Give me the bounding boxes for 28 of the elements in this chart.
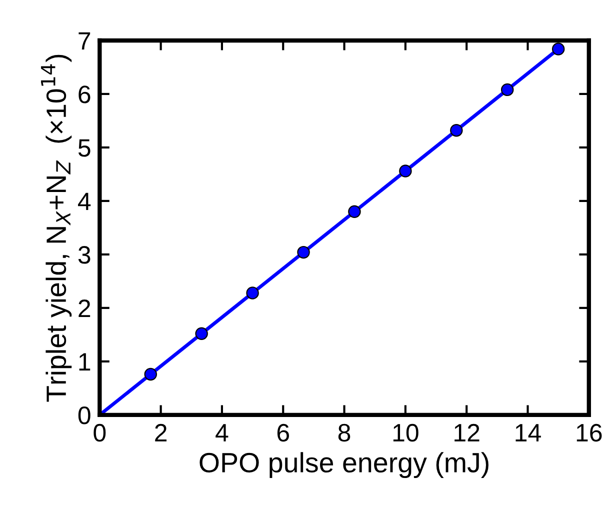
- y-tick-label: 4: [78, 192, 91, 210]
- x-tick-label: 12: [454, 424, 480, 442]
- point: [195, 327, 208, 340]
- x-tick-label: 6: [277, 424, 289, 442]
- x-tick-label: 0: [94, 424, 106, 442]
- y-tick-label: 0: [78, 406, 90, 424]
- x-tick-label: 4: [216, 424, 228, 442]
- y-tick-label: 2: [78, 300, 90, 317]
- x-tick-label: 14: [516, 424, 541, 442]
- point: [399, 164, 412, 178]
- point: [246, 286, 259, 300]
- point: [144, 368, 157, 381]
- y-axis-title: Triplet yield, N$_{X}$+N$_{Z}$ (×10$^{14}$): [41, 54, 72, 402]
- x-tick-label: 16: [576, 424, 602, 442]
- point: [500, 83, 514, 96]
- x-tick-label: 8: [338, 424, 350, 442]
- x-axis-title: OPO pulse energy (mJ): [200, 452, 488, 478]
- y-tick-label: 7: [78, 32, 90, 50]
- y-tick-label: 6: [78, 86, 90, 104]
- point: [552, 42, 565, 56]
- x-tick-label: 2: [155, 424, 167, 442]
- y-tick-label: 3: [78, 246, 90, 264]
- y-tick-label: 5: [78, 139, 90, 157]
- x-tick-label: 10: [393, 424, 418, 442]
- point: [297, 246, 310, 259]
- point: [450, 124, 463, 137]
- y-tick-label: 1: [79, 353, 90, 370]
- point: [348, 205, 361, 218]
